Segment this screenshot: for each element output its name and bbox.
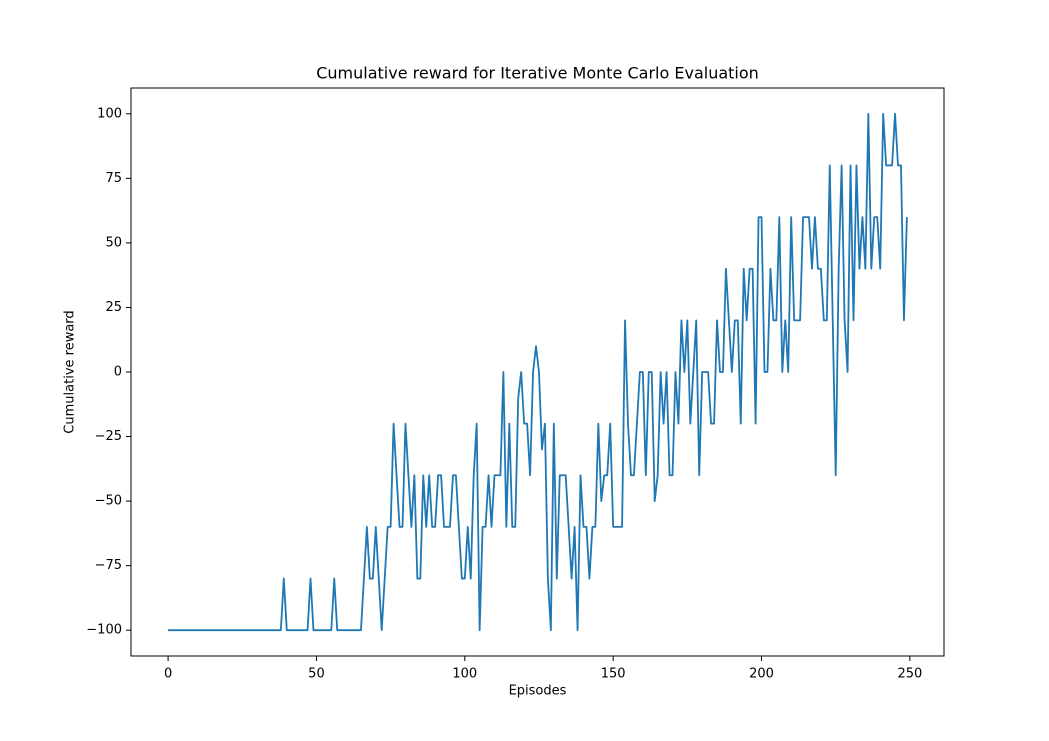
- y-tick-label: 100: [97, 106, 122, 121]
- y-tick-label: 0: [114, 365, 122, 380]
- x-tick-label: 250: [897, 667, 922, 682]
- y-tick-label: −100: [86, 623, 122, 638]
- x-axis-label: Episodes: [509, 684, 567, 699]
- y-tick-label: −50: [95, 494, 122, 509]
- y-tick-label: 25: [105, 300, 122, 315]
- data-line: [168, 112, 908, 632]
- x-tick-label: 50: [308, 667, 325, 682]
- plot-frame: [130, 87, 945, 657]
- y-tick-label: −25: [95, 429, 122, 444]
- y-axis-label: Cumulative reward: [63, 310, 78, 433]
- y-tick-label: 75: [105, 171, 122, 186]
- x-tick-label: 0: [164, 667, 172, 682]
- y-tick-label: −75: [95, 558, 122, 573]
- chart-title: Cumulative reward for Iterative Monte Ca…: [316, 64, 759, 83]
- x-tick-label: 200: [749, 667, 774, 682]
- x-tick-label: 150: [601, 667, 626, 682]
- y-tick-label: 50: [105, 235, 122, 250]
- x-tick-label: 100: [452, 667, 477, 682]
